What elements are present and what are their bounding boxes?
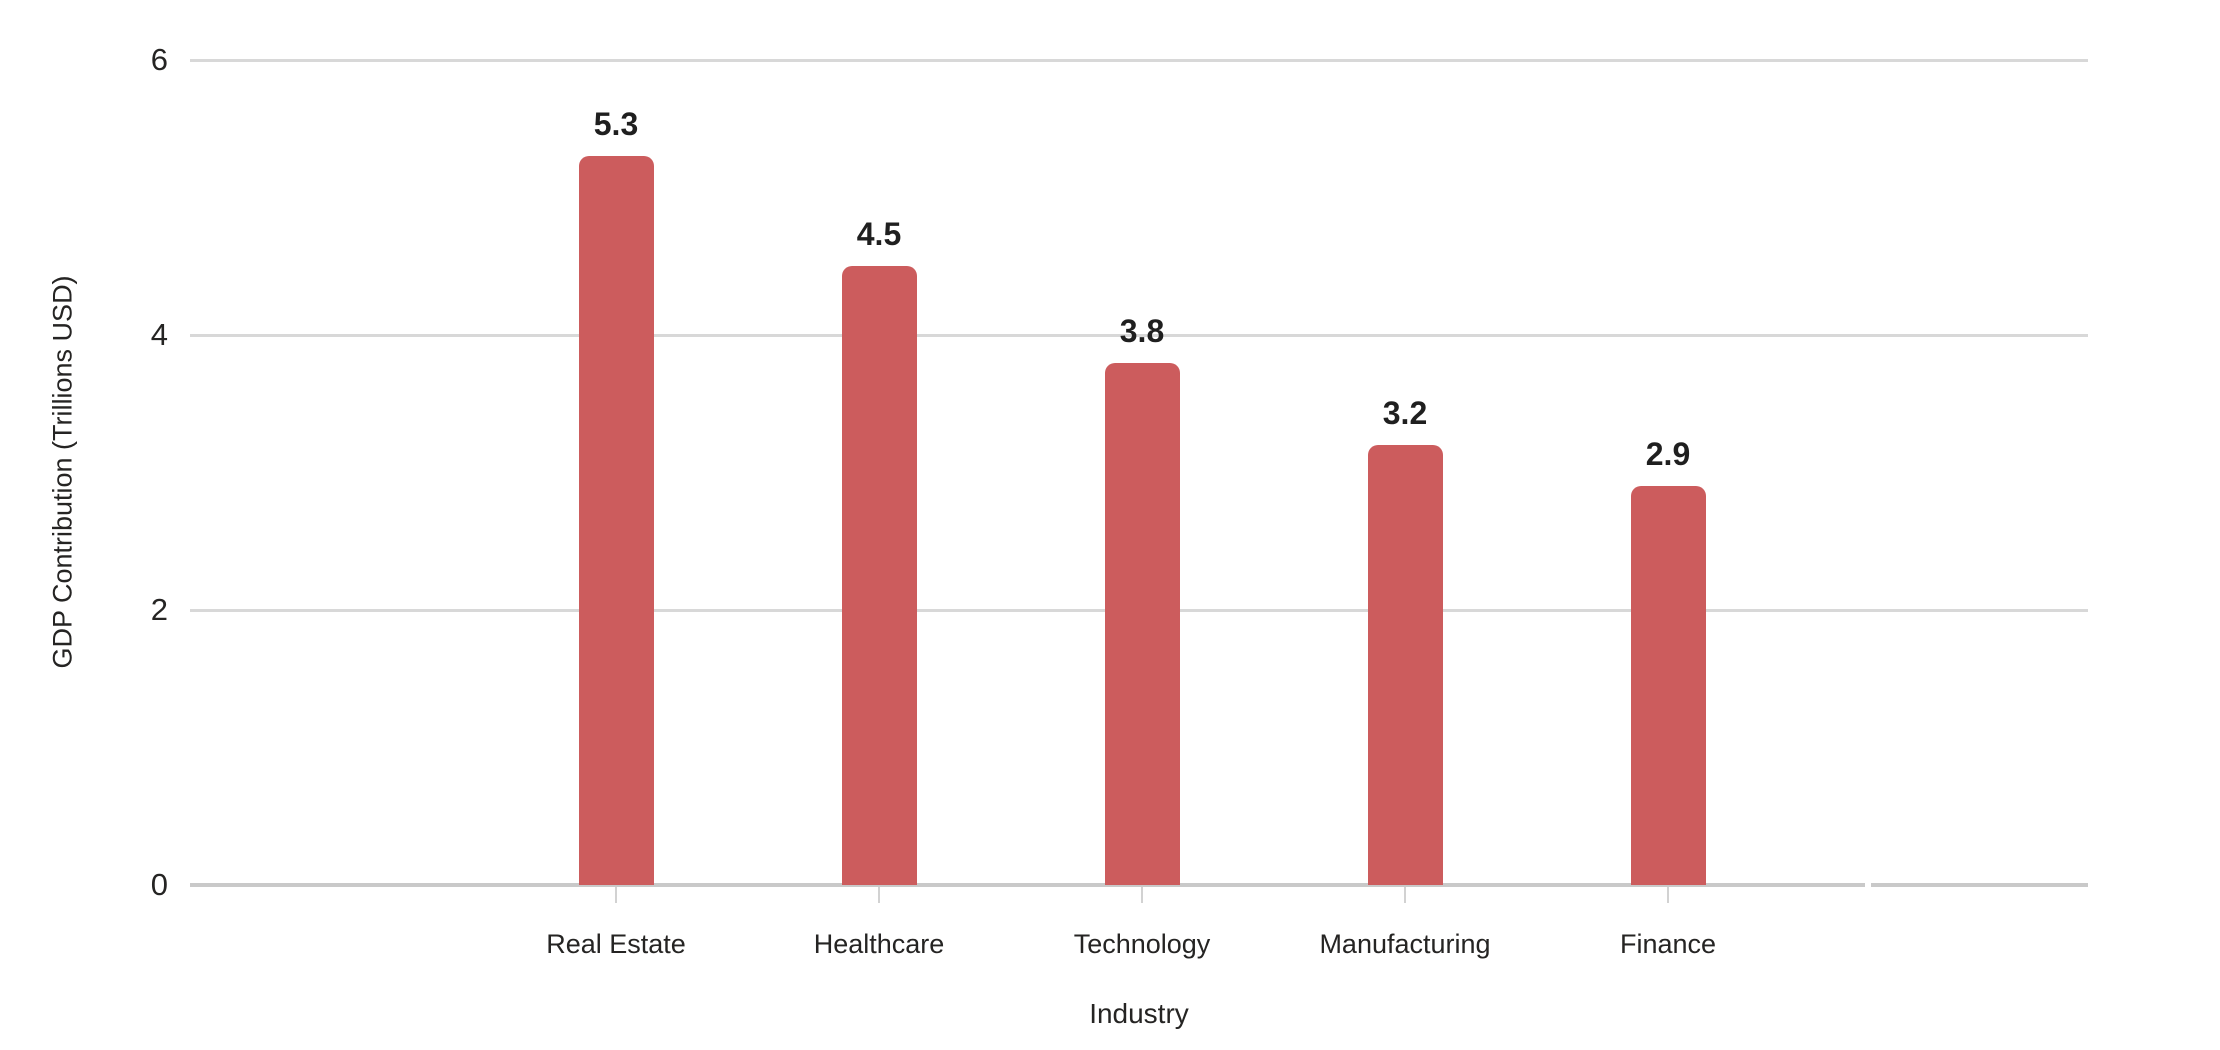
x-category-label: Real Estate <box>546 929 686 959</box>
y-gridline <box>190 333 2088 337</box>
y-tick-label: 0 <box>150 867 168 902</box>
bar-real-estate[interactable] <box>578 156 654 885</box>
y-gridline <box>190 58 2088 62</box>
x-axis-line-gap <box>1865 880 1871 890</box>
x-category-label: Finance <box>1619 929 1717 959</box>
x-axis-line <box>190 883 2088 887</box>
bar-technology[interactable] <box>1104 362 1180 885</box>
bar-value-label: 3.2 <box>1382 395 1428 431</box>
x-tick-mark <box>615 887 617 903</box>
x-category-label: Healthcare <box>813 929 945 959</box>
y-axis-title: GDP Contribution (Trillions USD) <box>47 275 78 669</box>
bar-finance[interactable] <box>1630 486 1706 885</box>
x-tick-mark <box>1667 887 1669 903</box>
bar-healthcare[interactable] <box>841 266 917 885</box>
bar-value-label: 3.8 <box>1119 312 1165 349</box>
bar-value-label: 2.9 <box>1645 436 1691 473</box>
bar-value-label: 4.5 <box>856 216 902 253</box>
x-tick-mark <box>1404 887 1406 903</box>
x-axis-title: Industry <box>1089 998 1189 1029</box>
plot-area: 5.3 Real Estate 4.5 Healthcare 3.8 Technology… <box>190 58 2088 959</box>
y-tick-label: 4 <box>150 317 168 352</box>
y-tick-label: 6 <box>150 42 168 77</box>
bar-value-label: 5.3 <box>593 106 639 143</box>
x-category-label: Manufacturing <box>1319 929 1491 959</box>
x-tick-mark <box>1141 887 1143 903</box>
bar-manufacturing[interactable] <box>1367 445 1443 885</box>
x-category-label: Technology <box>1073 929 1211 959</box>
y-tick-label: 2 <box>150 592 168 627</box>
x-tick-mark <box>878 887 880 903</box>
